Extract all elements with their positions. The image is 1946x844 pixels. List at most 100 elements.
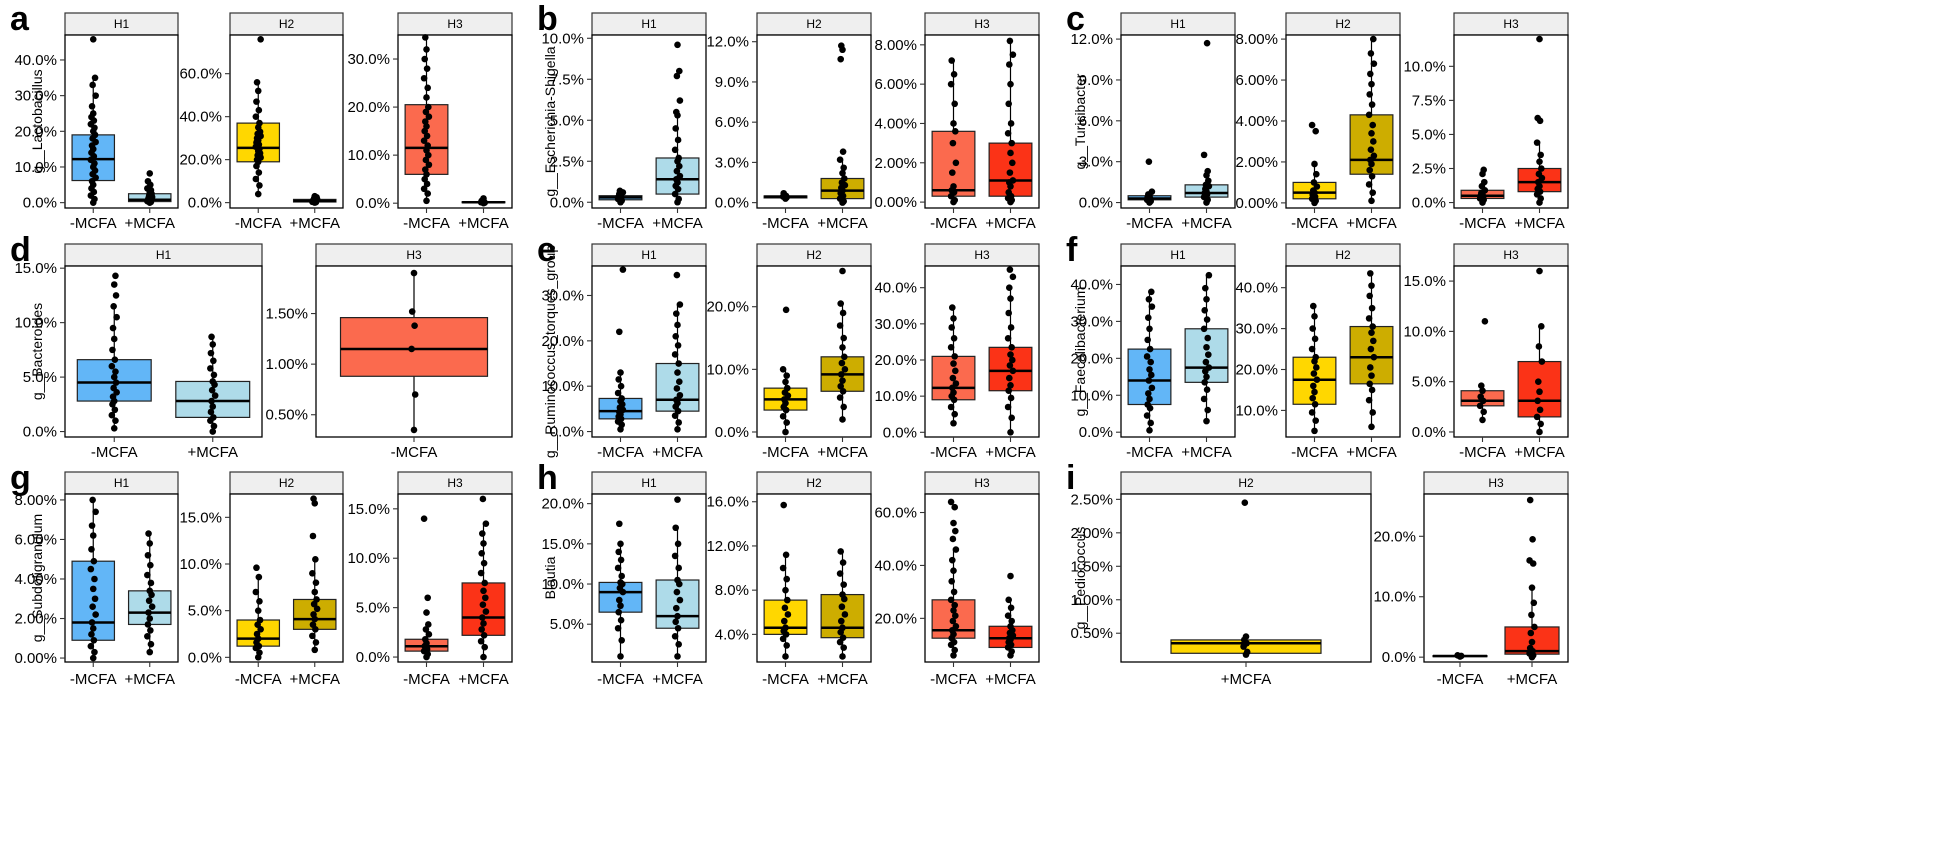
data-point: [1143, 353, 1151, 360]
group-+MCFA: +MCFA: [817, 548, 868, 688]
data-point: [424, 594, 432, 602]
data-point: [784, 596, 791, 604]
data-point: [674, 136, 682, 144]
data-point: [1006, 266, 1014, 273]
data-point: [311, 588, 319, 596]
group--MCFA: -MCFA: [235, 35, 282, 232]
data-point: [672, 524, 679, 532]
data-point: [1369, 189, 1376, 196]
data-point: [1367, 50, 1375, 57]
data-point: [256, 616, 264, 624]
y-tick-label: 20.0%: [874, 610, 917, 627]
data-point: [1205, 271, 1213, 279]
data-point: [1243, 648, 1251, 656]
facet-H2: H2 0.0% 20.0% 40.0% 60.0% -MCFA +MCFA: [179, 12, 344, 232]
x-tick-label: -MCFA: [597, 215, 644, 232]
data-point: [110, 424, 118, 432]
group-+MCFA: +MCFA: [458, 195, 509, 232]
data-point: [1309, 325, 1316, 332]
data-point: [89, 585, 97, 593]
group-+MCFA: +MCFA: [817, 267, 868, 461]
data-point: [672, 333, 679, 340]
y-tick-label: 0.0%: [1412, 424, 1446, 441]
data-point: [1009, 177, 1017, 184]
y-tick-label: 0.0%: [1412, 195, 1446, 212]
y-tick-label: 7.5%: [1412, 92, 1446, 109]
data-point: [614, 389, 622, 397]
group--MCFA: -MCFA: [403, 34, 450, 232]
data-point: [1369, 121, 1376, 129]
plot-panel: [1120, 34, 1236, 209]
data-point: [1007, 80, 1014, 88]
data-point: [479, 614, 486, 621]
data-point: [1204, 406, 1211, 414]
data-point: [1312, 353, 1319, 361]
data-point: [89, 496, 96, 504]
data-point: [144, 571, 151, 579]
panel-letter-g: g: [10, 459, 31, 497]
x-tick-label: +MCFA: [1181, 215, 1231, 232]
data-point: [674, 321, 681, 329]
facet-strip-label: H2: [1335, 248, 1351, 262]
y-tick-label: 5.0%: [23, 369, 57, 386]
data-point: [88, 631, 95, 638]
data-point: [1007, 295, 1014, 302]
y-tick-label: 10.0%: [347, 550, 390, 567]
data-point: [146, 648, 154, 656]
y-tick-label: 10.0%: [179, 556, 222, 573]
data-point: [88, 546, 95, 553]
data-point: [952, 612, 959, 620]
data-point: [1007, 382, 1014, 389]
x-tick-label: -MCFA: [70, 215, 117, 232]
data-point: [208, 333, 215, 341]
data-point: [949, 139, 957, 147]
data-point: [1312, 127, 1319, 135]
data-point: [840, 581, 847, 588]
y-tick-label: 20.0%: [1373, 528, 1416, 545]
data-point: [313, 605, 321, 613]
group--MCFA: -MCFA: [1126, 158, 1173, 232]
x-tick-label: -MCFA: [762, 215, 809, 232]
data-point: [423, 46, 430, 53]
data-point: [782, 306, 790, 314]
data-point: [1007, 394, 1015, 402]
group-+MCFA: +MCFA: [125, 530, 175, 688]
x-tick-label: +MCFA: [985, 215, 1035, 232]
facet-H3: H3 0.0% 2.5% 5.0% 7.5% 10.0% -MCFA +MCFA: [1403, 12, 1569, 232]
y-tick-label: 10.0%: [14, 159, 57, 176]
data-point: [1311, 388, 1318, 396]
data-point: [617, 579, 624, 586]
x-tick-label: +MCFA: [1507, 671, 1557, 688]
facet-strip-label: H3: [974, 476, 990, 490]
data-point: [950, 419, 957, 427]
y-tick-label: 10.0%: [1070, 387, 1113, 404]
data-point: [839, 416, 846, 423]
panel-letter-d: d: [10, 231, 31, 269]
data-point: [1310, 370, 1318, 377]
data-point: [1313, 364, 1320, 371]
y-tick-label: 0.0%: [23, 195, 57, 212]
data-point: [1241, 499, 1249, 507]
data-point: [841, 353, 848, 361]
data-point: [1203, 343, 1210, 351]
data-point: [211, 392, 219, 399]
y-tick-label: 8.00%: [1235, 31, 1278, 48]
data-point: [253, 98, 260, 105]
data-point: [1312, 417, 1319, 424]
data-point: [673, 108, 680, 116]
data-point: [1536, 428, 1543, 436]
data-point: [255, 169, 263, 176]
y-tick-label: 30.0%: [14, 88, 57, 105]
group--MCFA: -MCFA: [1291, 121, 1338, 232]
data-point: [1370, 337, 1377, 345]
group-+MCFA: +MCFA: [1170, 499, 1322, 688]
data-point: [1368, 423, 1375, 431]
data-point: [482, 520, 490, 527]
data-point: [839, 267, 846, 275]
data-point: [309, 632, 316, 640]
data-point: [836, 394, 844, 401]
group-+MCFA: +MCFA: [290, 192, 340, 232]
data-point: [254, 190, 262, 198]
facet-H1: H1 0.0% 5.0% 10.0% 15.0% -MCFA +MCFA: [14, 243, 263, 461]
data-point: [617, 556, 625, 564]
